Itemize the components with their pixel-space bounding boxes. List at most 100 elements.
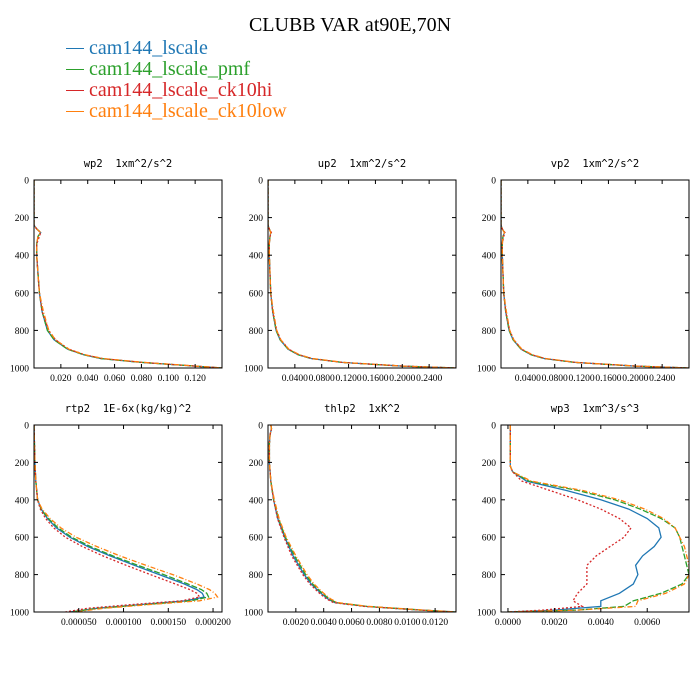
legend-item: cam144_lscale_ck10hi [66,80,287,101]
plot-frame [500,424,690,613]
series-line-1 [34,180,222,368]
series-line-2 [34,180,222,368]
y-tick-label: 400 [249,252,264,262]
x-tick-label: 0.0020 [541,618,567,628]
x-tick-label: 0.1600 [362,374,388,384]
x-tick-label: 0.000200 [195,618,231,628]
chart-panel-4: rtp2 1E-6x(kg/kg)^2 0 200 400 600 800 1000 0.00… [10,403,231,628]
series-line-3 [268,425,456,612]
x-tick-label: 0.0100 [394,618,420,628]
chart-panel-1: wp2 1xm^2/s^2 0 200 400 600 800 1000 0.020 0.040… [10,158,223,384]
y-tick-label: 600 [15,289,30,299]
legend-label: cam144_lscale_ck10hi [89,79,273,101]
x-tick-label: 0.1200 [336,374,362,384]
x-tick-label: 0.0060 [634,618,660,628]
legend-item: cam144_lscale_pmf [66,59,287,80]
y-tick-label: 600 [249,534,264,544]
legend-label: cam144_lscale_pmf [89,58,251,80]
y-tick-label: 400 [482,252,497,262]
chart-panel-3: vp2 1xm^2/s^2 0 200 400 600 800 1000 0.0400 0.08… [477,158,690,384]
chart-title: up2 1xm^2/s^2 [318,158,407,170]
y-tick-label: 0 [491,177,496,187]
chart-title: rtp2 1E-6x(kg/kg)^2 [65,403,191,415]
series-line-1 [34,425,206,612]
x-tick-label: 0.0800 [542,374,568,384]
x-tick-label: 0.100 [158,374,180,384]
series-line-4 [34,180,222,368]
chart-title: thlp2 1xK^2 [324,403,400,415]
chart-title: wp3 1xm^3/s^3 [551,403,640,415]
chart-title: vp2 1xm^2/s^2 [551,158,640,170]
figure-title: CLUBB VAR at90E,70N [248,14,452,36]
y-tick-label: 0 [24,177,29,187]
chart-title: wp2 1xm^2/s^2 [84,158,173,170]
y-tick-label: 200 [482,459,497,469]
legend-label: cam144_lscale [89,37,208,59]
series-line-1 [501,180,689,368]
y-tick-label: 800 [249,571,264,581]
series-line-2 [501,180,689,368]
legend-swatch [66,110,84,112]
y-tick-label: 0 [491,422,496,432]
plot-frame [267,179,457,369]
series-line-4 [501,180,689,368]
series-line-3 [34,180,222,368]
x-tick-label: 0.0060 [338,618,364,628]
plot-frame [33,179,223,369]
series-line-3 [507,425,632,612]
x-tick-label: 0.060 [104,374,126,384]
y-tick-label: 1000 [10,609,29,619]
series-line-3 [268,180,456,368]
x-tick-label: 0.040 [77,374,99,384]
y-tick-label: 0 [258,422,263,432]
series-line-2 [34,425,210,612]
x-tick-label: 0.0000 [495,618,521,628]
series-line-3 [34,425,201,612]
y-tick-label: 200 [482,214,497,224]
y-tick-label: 1000 [477,609,496,619]
y-tick-label: 800 [249,327,264,337]
y-tick-label: 600 [249,289,264,299]
y-tick-label: 200 [249,459,264,469]
x-tick-label: 0.000050 [61,618,97,628]
series-line-4 [268,425,456,612]
x-tick-label: 0.1200 [569,374,595,384]
x-tick-label: 0.0400 [282,374,308,384]
series-line-1 [507,425,662,612]
y-tick-label: 200 [15,214,30,224]
y-tick-label: 400 [249,496,264,506]
y-tick-label: 800 [15,571,30,581]
legend-swatch [66,68,84,70]
x-tick-label: 0.0080 [366,618,392,628]
y-tick-label: 800 [482,327,497,337]
x-tick-label: 0.2000 [389,374,415,384]
y-tick-label: 200 [15,459,30,469]
x-tick-label: 0.0040 [311,618,337,628]
plot-frame [500,179,690,369]
legend-label: cam144_lscale_ck10low [89,100,287,122]
series-line-4 [268,180,456,368]
legend-item: cam144_lscale_ck10low [66,101,287,122]
x-tick-label: 0.000100 [106,618,142,628]
y-tick-label: 0 [24,422,29,432]
chart-panel-2: up2 1xm^2/s^2 0 200 400 600 800 1000 0.0400 0.08… [244,158,457,384]
x-tick-label: 0.2400 [649,374,675,384]
y-tick-label: 800 [15,327,30,337]
x-tick-label: 0.1600 [595,374,621,384]
y-tick-label: 600 [482,534,497,544]
y-tick-label: 600 [482,289,497,299]
x-tick-label: 0.080 [131,374,153,384]
x-tick-label: 0.0120 [422,618,448,628]
y-tick-label: 400 [482,496,497,506]
plot-frame [267,424,457,613]
series-line-2 [268,180,456,368]
x-tick-label: 0.2000 [622,374,648,384]
series-line-1 [268,425,456,612]
legend-swatch [66,47,84,49]
x-tick-label: 0.120 [184,374,206,384]
y-tick-label: 1000 [244,365,263,375]
series-line-1 [268,180,456,368]
y-tick-label: 1000 [244,609,263,619]
